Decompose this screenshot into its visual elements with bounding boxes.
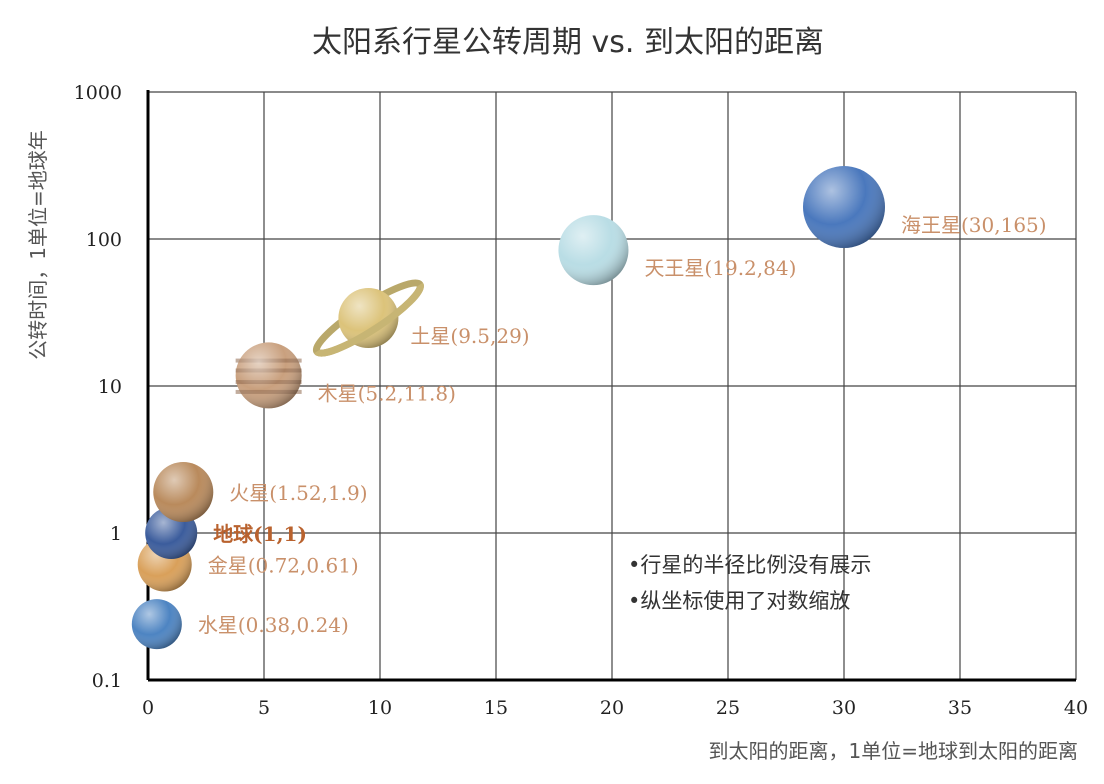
planet-label: 火星(1.52,1.9) bbox=[229, 481, 367, 505]
annotation-log-scale: •纵坐标使用了对数缩放 bbox=[628, 589, 850, 613]
y-tick-label: 1000 bbox=[74, 82, 122, 104]
y-tick-label: 0.1 bbox=[92, 670, 122, 692]
data-points bbox=[131, 166, 885, 650]
tick-labels: 0 5 10 15 20 25 30 35 40 0.1 1 10 100 1000 bbox=[74, 82, 1088, 719]
saturn-ring-front bbox=[313, 282, 424, 357]
planet-shading bbox=[803, 166, 885, 249]
planet-marker bbox=[153, 462, 214, 523]
annotation-radius: •行星的半径比例没有展示 bbox=[628, 553, 871, 577]
planet-shading bbox=[235, 342, 302, 409]
y-tick-label: 100 bbox=[86, 229, 122, 251]
planet-marker bbox=[803, 166, 885, 249]
planet-label: 木星(5.2,11.8) bbox=[318, 381, 456, 405]
planet-marker bbox=[235, 342, 302, 409]
x-tick-label: 20 bbox=[600, 697, 624, 719]
x-tick-label: 25 bbox=[716, 697, 740, 719]
x-tick-label: 5 bbox=[258, 697, 270, 719]
x-tick-label: 10 bbox=[368, 697, 392, 719]
planet-shading bbox=[131, 599, 182, 650]
point-labels: 水星(0.38,0.24) 金星(0.72,0.61) 地球(1,1) 火星(1.52… bbox=[198, 213, 1047, 637]
x-tick-label: 15 bbox=[484, 697, 508, 719]
x-axis-label: 到太阳的距离，1单位=地球到太阳的距离 bbox=[709, 739, 1078, 763]
x-tick-label: 0 bbox=[142, 697, 154, 719]
x-tick-label: 30 bbox=[832, 697, 856, 719]
planet-marker bbox=[131, 599, 182, 650]
planet-label: 金星(0.72,0.61) bbox=[208, 554, 359, 578]
planet-shading bbox=[153, 462, 214, 523]
planet-label: 地球(1,1) bbox=[213, 522, 307, 546]
y-tick-label: 10 bbox=[98, 376, 122, 398]
planet-label: 水星(0.38,0.24) bbox=[198, 613, 349, 637]
planet-label: 海王星(30,165) bbox=[901, 213, 1047, 237]
planet-marker bbox=[312, 279, 424, 357]
planet-label: 天王星(19.2,84) bbox=[644, 256, 796, 280]
planet-label: 土星(9.5,29) bbox=[410, 324, 529, 348]
y-axis-label: 公转时间，1单位=地球年 bbox=[26, 130, 50, 359]
x-tick-label: 40 bbox=[1064, 697, 1088, 719]
chart-title: 太阳系行星公转周期 vs. 到太阳的距离 bbox=[312, 25, 824, 60]
planet-shading bbox=[558, 215, 629, 286]
planet-marker bbox=[558, 215, 629, 286]
x-tick-label: 35 bbox=[948, 697, 972, 719]
y-tick-label: 1 bbox=[110, 523, 122, 545]
planet-shading bbox=[338, 288, 399, 349]
